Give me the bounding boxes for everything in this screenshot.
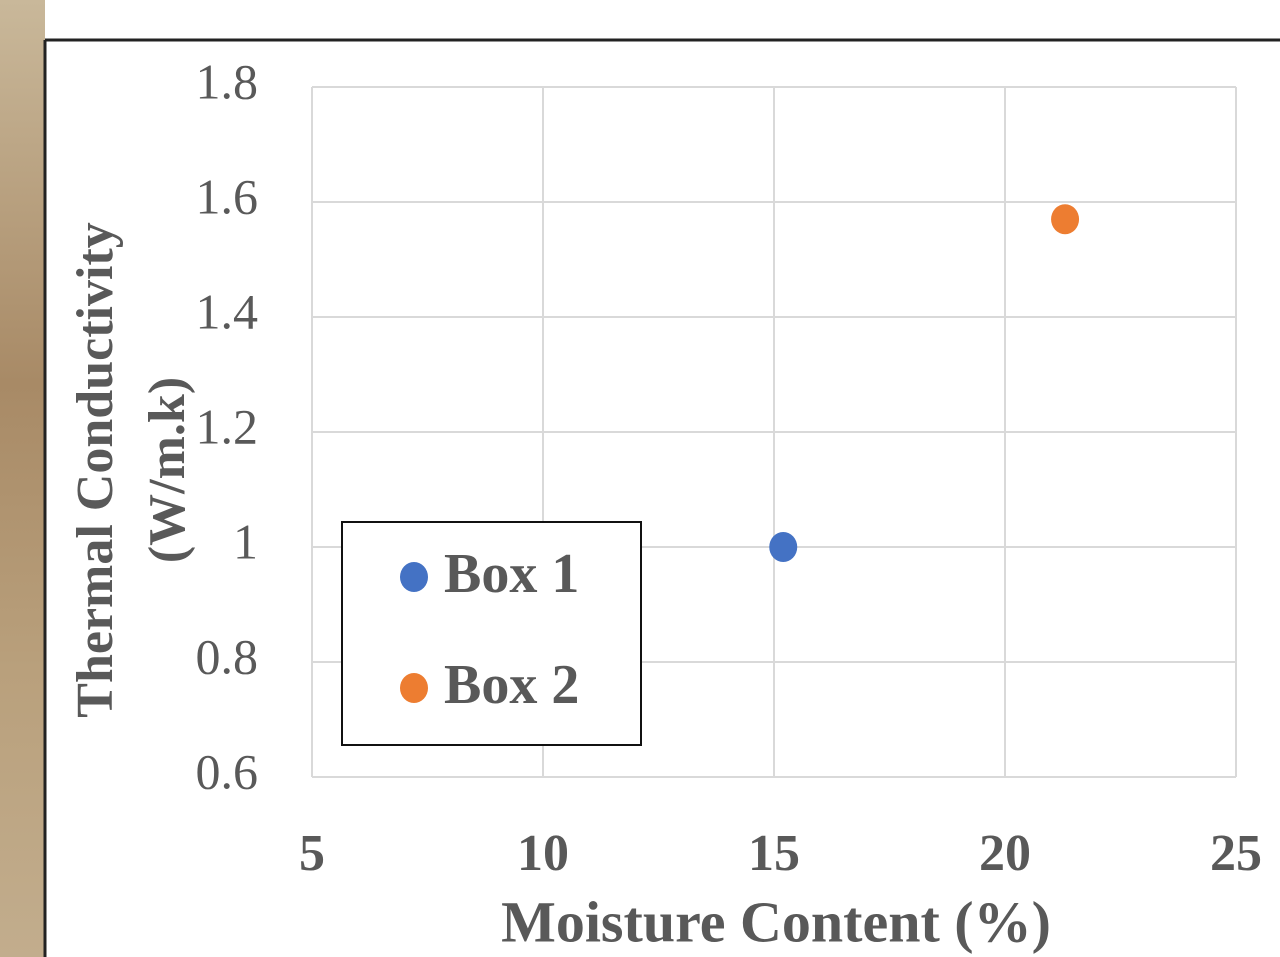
x-tick-label: 5: [299, 825, 325, 882]
page: 0.6 0.8 1 1.2 1.4 1.6 1.8 5 10 15 20 25 Moisture Co…: [0, 0, 1280, 957]
point: [769, 532, 797, 562]
chart: 0.6 0.8 1 1.2 1.4 1.6 1.8 5 10 15 20 25 Moisture Co…: [0, 0, 1280, 957]
x-axis-label: Moisture Content (%): [501, 889, 1051, 954]
y-tick-label: 1.4: [196, 283, 259, 339]
legend: Box 1 Box 2: [342, 522, 641, 745]
y-tick-label: 1.6: [196, 168, 259, 224]
y-axis-label-line: (W/m.k): [139, 377, 196, 563]
x-tick-label: 25: [1210, 825, 1262, 882]
point: [1051, 204, 1079, 234]
x-tick-label: 10: [517, 825, 569, 882]
side-texture: [0, 0, 45, 957]
legend-label: Box 2: [444, 654, 579, 716]
y-tick-label: 0.6: [196, 743, 259, 799]
marks: [769, 204, 1079, 562]
x-tick-label: 20: [979, 825, 1031, 882]
y-tick-label: 1.2: [196, 398, 259, 454]
y-tick-label: 1: [233, 513, 258, 569]
grid: 0.6 0.8 1 1.2 1.4 1.6 1.8 5 10 15 20 25: [196, 53, 1263, 881]
y-tick-label: 0.8: [196, 628, 259, 684]
x-tick-label: 15: [748, 825, 800, 882]
legend-marker: [400, 673, 428, 703]
y-tick-label: 1.8: [196, 53, 259, 109]
legend-label: Box 1: [444, 543, 579, 605]
y-axis-label-line: Thermal Conductivity: [67, 222, 124, 717]
y-axis-label: Thermal Conductivity (W/m.k): [67, 222, 196, 717]
legend-marker: [400, 562, 428, 592]
